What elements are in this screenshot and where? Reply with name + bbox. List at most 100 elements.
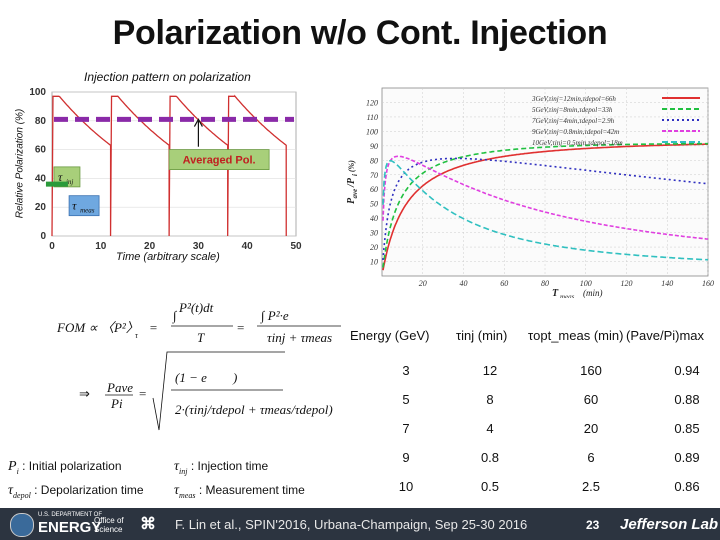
right-y-axis-unit: (%) xyxy=(347,160,356,172)
svg-text:): ) xyxy=(232,370,237,385)
svg-text:Pave: Pave xyxy=(106,380,133,395)
svg-text:τinj + τmeas: τinj + τmeas xyxy=(267,330,332,345)
series-line-0 xyxy=(382,143,708,271)
table-cell: 0.85 xyxy=(674,421,700,436)
slide-title: Polarization w/o Cont. Injection xyxy=(112,14,608,52)
right-y-tick-label: 30 xyxy=(369,229,378,238)
left-x-axis-label: Time (arbitrary scale) xyxy=(116,251,220,263)
right-y-tick-label: 50 xyxy=(370,200,378,209)
legend-entry-3: 9GeV,τinj=0.8min,τdepol=42m xyxy=(532,128,619,136)
left-x-tick-label: 0 xyxy=(49,241,55,252)
table-cell: 6 xyxy=(587,450,595,465)
table-header-tinj: τinj (min) xyxy=(456,328,508,343)
right-y-axis-label: P xyxy=(346,197,357,204)
series-line-1 xyxy=(382,142,708,268)
svg-text:P²(t)dt: P²(t)dt xyxy=(178,300,214,315)
symbol-pi-legend: Pi : Initial polarization xyxy=(8,459,122,476)
table-cell: 160 xyxy=(580,363,602,378)
left-y-axis-label: Relative Polarization (%) xyxy=(14,108,26,219)
svg-text:=: = xyxy=(149,320,158,335)
series-line-3 xyxy=(382,155,709,240)
right-y-tick-label: 110 xyxy=(367,113,378,122)
doe-small-text: U.S. DEPARTMENT OF xyxy=(38,512,103,518)
page-number: 23 xyxy=(586,518,600,532)
tau-inj-label: τ xyxy=(58,170,63,184)
symbol-tmeas-text: : Measurement time xyxy=(198,483,305,497)
right-x-tick-label: 160 xyxy=(702,279,714,288)
right-y-axis-label-mid: /P xyxy=(346,177,357,188)
left-x-tick-label: 30 xyxy=(193,241,205,252)
svg-text:Pi: Pi xyxy=(110,396,123,411)
doe-seal-icon xyxy=(10,513,34,537)
table-header-energy: Energy (GeV) xyxy=(350,328,430,343)
avg-pol-label: Averaged Pol. xyxy=(183,155,256,167)
right-y-tick-label: 60 xyxy=(370,185,378,194)
legend-entry-0: 3GeV,τinj=12min,τdepol=66h xyxy=(531,95,616,103)
right-x-tick-label: 80 xyxy=(541,279,549,288)
tau-meas-box xyxy=(68,195,100,217)
svg-text:(1 − e: (1 − e xyxy=(175,370,207,385)
right-x-tick-label: 120 xyxy=(621,279,633,288)
table-cell: 4 xyxy=(486,421,494,436)
table-cell: 0.89 xyxy=(674,450,700,465)
left-x-tick-label: 10 xyxy=(95,241,107,252)
table-cell: 10 xyxy=(398,479,414,494)
polarization-curve xyxy=(51,94,287,237)
table-header-topt: τopt_meas (min) xyxy=(528,328,624,343)
left-y-tick-label: 100 xyxy=(29,87,46,98)
polarization-vs-time-svg: 10 20 30 40 50 60 70 80 90 100 110 120 20 40 60 80 100 12… xyxy=(346,87,714,301)
svg-text:2·(τinj/τdepol + τmeas/τdepol): 2·(τinj/τdepol + τmeas/τdepol) xyxy=(175,402,333,417)
svg-text:∫ P²·e: ∫ P²·e xyxy=(260,308,289,324)
right-x-tick-label: 140 xyxy=(661,279,673,288)
right-y-axis-label-sub2: i xyxy=(351,174,359,176)
avg-pol-box xyxy=(168,149,270,170)
table-cell: 0.86 xyxy=(674,479,700,494)
legend-entry-4: 10GeV,τinj=0.5min,τdepol=18m xyxy=(532,139,623,147)
jefferson-lab-logo: Jefferson Lab xyxy=(620,516,719,533)
tau-meas-label: τ xyxy=(72,199,77,213)
right-y-tick-label: 40 xyxy=(370,214,378,223)
table-cell: 8 xyxy=(486,392,494,407)
legend-entry-2: 7GeV,τinj=4min,τdepol=2.9h xyxy=(532,117,615,125)
right-x-tick-label: 60 xyxy=(500,279,508,288)
right-x-tick-label: 40 xyxy=(460,279,468,288)
left-y-tick-label: 40 xyxy=(35,173,47,184)
left-y-tick-label: 80 xyxy=(35,116,47,127)
svg-text:FOM ∝ 〈P²〉: FOM ∝ 〈P²〉 xyxy=(56,320,139,335)
right-x-tick-label: 20 xyxy=(419,279,427,288)
right-x-axis-label-sub: meas xyxy=(560,293,575,298)
series-line-2 xyxy=(382,157,709,261)
svg-text:∫: ∫ xyxy=(172,308,178,324)
left-x-tick-label: 40 xyxy=(242,241,254,252)
table-cell: 2.5 xyxy=(581,479,601,494)
jsa-logo-icon: ⌘ xyxy=(140,516,156,533)
avg-arrow-head xyxy=(193,118,203,127)
table-header-pmax: (Pave/Pi)max xyxy=(626,328,705,343)
injection-pattern-chart: 0 20 40 60 80 100 0 10 20 30 40 50 Averaged Pol. τ inj… xyxy=(8,68,308,268)
tau-inj-sub: inj xyxy=(66,178,73,186)
office-of-science-text: Office of Science xyxy=(94,516,124,534)
symbol-pi-text: : Initial polarization xyxy=(22,459,122,473)
symbol-tmeas-legend: τmeas : Measurement time xyxy=(174,483,305,500)
symbol-tinj-legend: τinj : Injection time xyxy=(174,459,269,476)
table-cell: 9 xyxy=(402,450,410,465)
left-y-tick-label: 60 xyxy=(35,145,47,156)
right-y-tick-label: 10 xyxy=(370,258,378,267)
fom-formula-svg: FOM ∝ 〈P²〉 τ = ∫ P²(t)dt T = ∫ P²·e τinj… xyxy=(56,300,341,431)
right-y-axis-label-sub: ave xyxy=(351,189,359,199)
table-cell: 3 xyxy=(402,363,410,378)
symbol-tinj-text: : Injection time xyxy=(190,459,269,473)
table-cell: 7 xyxy=(402,421,410,436)
right-x-axis-label: T xyxy=(552,288,559,298)
right-y-tick-label: 70 xyxy=(370,171,378,180)
left-x-tick-label: 20 xyxy=(144,241,156,252)
right-y-tick-label: 100 xyxy=(366,127,378,136)
right-y-tick-label: 90 xyxy=(370,142,378,151)
right-y-tick-label: 80 xyxy=(370,156,378,165)
legend-entry-1: 5GeV,τinj=8min,τdepol=33h xyxy=(532,106,613,114)
polarization-vs-time-chart: 10 20 30 40 50 60 70 80 90 100 110 120 20 40 60 80 100 12… xyxy=(342,80,714,301)
right-x-tick-label: 100 xyxy=(580,279,592,288)
footer-citation: F. Lin et al., SPIN'2016, Urbana-Champai… xyxy=(175,517,528,532)
right-x-axis-unit: (min) xyxy=(583,288,603,298)
